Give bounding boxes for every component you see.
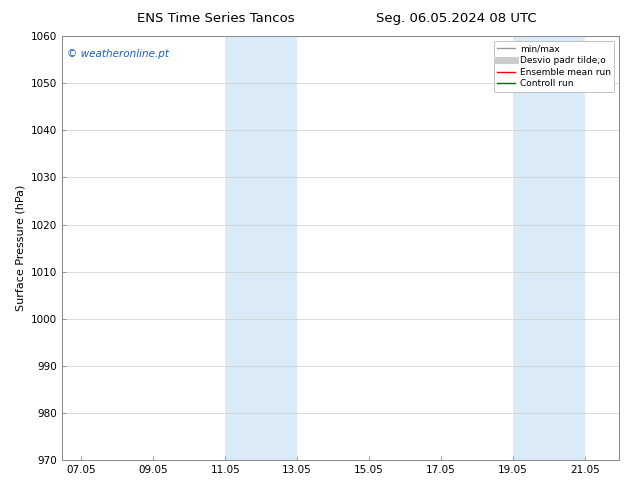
Text: Seg. 06.05.2024 08 UTC: Seg. 06.05.2024 08 UTC [376, 12, 537, 25]
Y-axis label: Surface Pressure (hPa): Surface Pressure (hPa) [15, 185, 25, 311]
Text: ENS Time Series Tancos: ENS Time Series Tancos [137, 12, 294, 25]
Legend: min/max, Desvio padr tilde;o, Ensemble mean run, Controll run: min/max, Desvio padr tilde;o, Ensemble m… [494, 41, 614, 92]
Text: © weatheronline.pt: © weatheronline.pt [67, 49, 169, 59]
Bar [513, 36, 585, 460]
Bar [225, 36, 297, 460]
